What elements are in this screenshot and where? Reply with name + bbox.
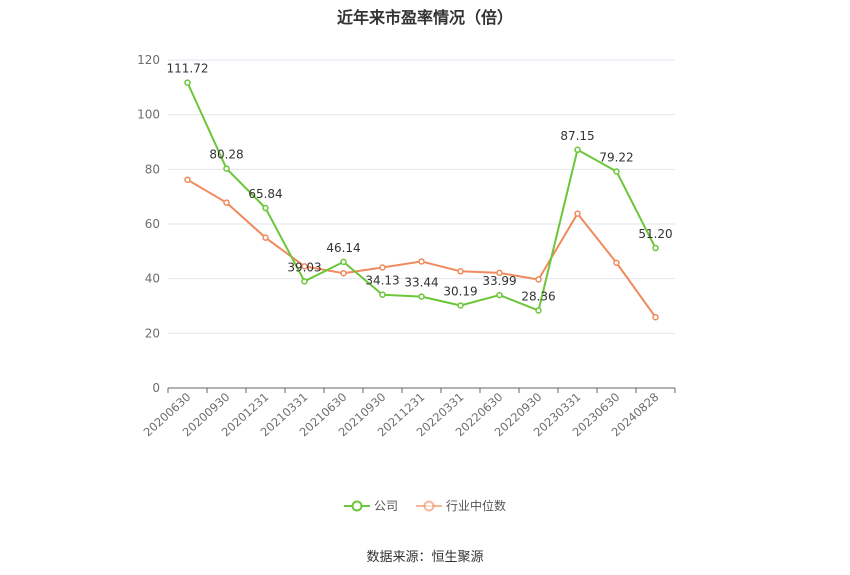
data-label-company: 46.14 (326, 241, 360, 255)
data-label-company: 111.72 (167, 62, 209, 76)
legend-industry-marker-icon (416, 500, 442, 511)
data-point-industry-median (340, 269, 347, 277)
data-label-company: 30.19 (443, 284, 477, 298)
data-point-company (652, 244, 659, 252)
y-tick-label: 120 (137, 53, 160, 67)
data-point-industry-median (652, 313, 659, 321)
data-label-company: 79.22 (599, 150, 633, 164)
data-point-company (262, 204, 269, 212)
y-tick-label: 100 (137, 108, 160, 122)
data-point-company (223, 165, 230, 172)
data-point-industry-median (379, 264, 386, 271)
data-point-industry-median (496, 269, 503, 277)
data-point-company (379, 291, 386, 298)
data-point-company (457, 302, 464, 309)
data-labels: 111.72 80.28 65.84 39.03 46.14 34.13 33.44 30.1… (167, 62, 673, 304)
y-tick-label: 80 (145, 162, 160, 176)
data-point-industry-median (184, 176, 191, 183)
data-point-company (496, 291, 503, 299)
data-label-company: 87.15 (560, 129, 594, 143)
legend-item-company[interactable]: 公司 (343, 497, 398, 514)
legend: 公司 行业中位数 (0, 497, 850, 514)
data-label-company: 39.03 (287, 260, 321, 274)
data-point-company (301, 278, 308, 285)
y-tick-label: 60 (145, 217, 160, 231)
legend-label-company: 公司 (373, 499, 398, 513)
data-point-company (535, 307, 542, 314)
y-tick-label: 0 (152, 381, 160, 395)
data-point-company (418, 293, 425, 300)
legend-label-industry-median: 行业中位数 (446, 499, 507, 513)
data-label-company: 80.28 (209, 148, 243, 162)
axes: 0204060801001202020063020200930202012312… (137, 53, 676, 439)
grid-lines (168, 59, 675, 334)
data-point-company (340, 258, 347, 266)
data-label-company: 33.44 (404, 276, 438, 290)
data-point-company (613, 168, 620, 175)
data-label-company: 34.13 (365, 274, 399, 288)
data-source: 数据来源：恒生聚源 (366, 550, 484, 565)
data-point-industry-median (301, 263, 308, 270)
data-point-industry-median (574, 210, 581, 217)
data-point-industry-median (535, 276, 542, 283)
data-point-industry-median (613, 259, 620, 267)
data-label-company: 33.99 (482, 274, 516, 288)
chart-title: 近年来市盈率情况（倍） (336, 8, 513, 27)
series (184, 79, 659, 321)
data-point-industry-median (457, 268, 464, 275)
legend-item-industry-median[interactable]: 行业中位数 (416, 497, 506, 514)
data-point-company (184, 79, 191, 86)
data-point-industry-median (262, 234, 269, 241)
legend-company-marker-icon (343, 500, 370, 511)
data-point-industry-median (223, 199, 230, 206)
data-point-company (574, 146, 581, 154)
y-tick-label: 40 (145, 272, 160, 286)
data-label-company: 51.20 (638, 227, 672, 241)
data-label-company: 28.36 (521, 289, 555, 303)
data-point-industry-median (418, 258, 425, 265)
data-label-company: 65.84 (248, 187, 282, 201)
y-tick-label: 20 (145, 326, 160, 340)
